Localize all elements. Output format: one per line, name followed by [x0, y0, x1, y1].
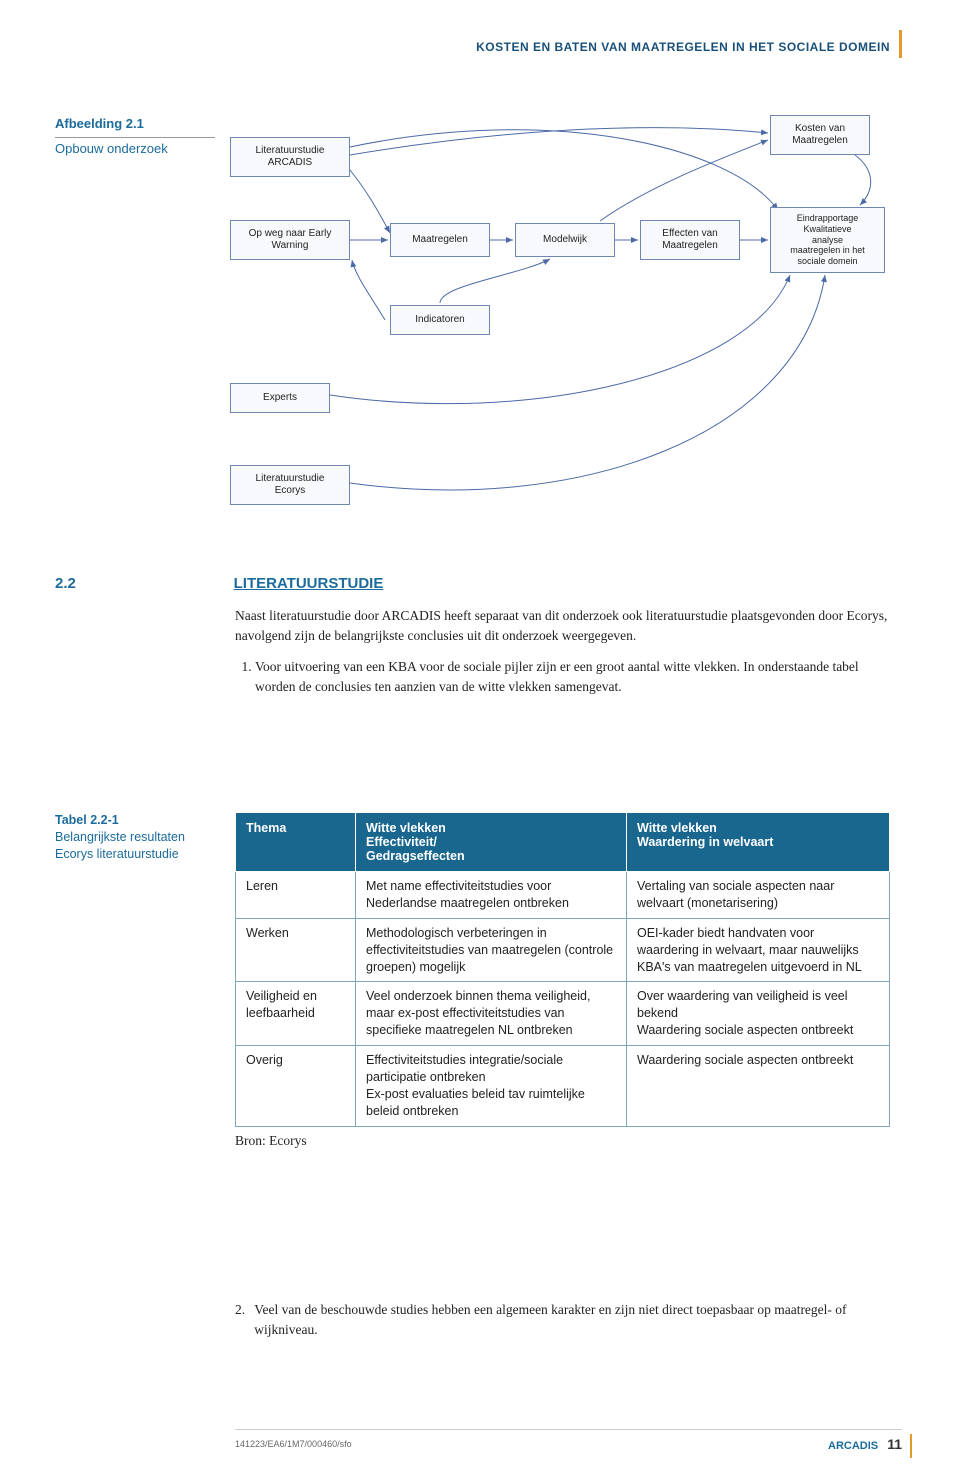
list-item-1: Voor uitvoering van een KBA voor de soci… — [255, 657, 890, 696]
section-para: Naast literatuurstudie door ARCADIS heef… — [235, 606, 890, 645]
col-header-0: Thema — [236, 813, 356, 872]
list-continued: 2. Veel van de beschouwde studies hebben… — [235, 1300, 890, 1339]
node-opweg: Op weg naar EarlyWarning — [230, 220, 350, 260]
flowchart-diagram: LiteratuurstudieARCADIS Kosten vanMaatre… — [230, 115, 890, 545]
table-row: Leren Met name effectiviteitstudies voor… — [236, 872, 890, 919]
node-maatregelen: Maatregelen — [390, 223, 490, 257]
doc-reference: 141223/EA6/1M7/000460/sfo — [235, 1439, 352, 1449]
table-label: Tabel 2.2-1 Belangrijkste resultaten Eco… — [55, 812, 215, 863]
figure-label: Afbeelding 2.1 Opbouw onderzoek — [55, 115, 215, 157]
node-eind: EindrapportageKwalitatieveanalysemaatreg… — [770, 207, 885, 273]
section-body: Naast literatuurstudie door ARCADIS heef… — [235, 606, 890, 696]
figure-number: Afbeelding 2.1 — [55, 116, 144, 131]
section-number: 2.2 — [55, 575, 230, 592]
footer-brand: ARCADIS — [828, 1440, 878, 1452]
node-lit-arcadis: LiteratuurstudieARCADIS — [230, 137, 350, 177]
figure-caption: Opbouw onderzoek — [55, 141, 168, 156]
results-table: Thema Witte vlekkenEffectiviteit/Gedrags… — [235, 812, 890, 1127]
node-kosten: Kosten vanMaatregelen — [770, 115, 870, 155]
footer-accent-bar — [910, 1434, 912, 1458]
table-container: Thema Witte vlekkenEffectiviteit/Gedrags… — [235, 812, 890, 1149]
node-experts: Experts — [230, 383, 330, 413]
table-caption: Belangrijkste resultaten Ecorys literatu… — [55, 830, 185, 861]
list-item-2: Veel van de beschouwde studies hebben ee… — [254, 1300, 890, 1339]
section-title: LITERATUURSTUDIE — [234, 575, 384, 592]
table-source: Bron: Ecorys — [235, 1133, 890, 1149]
col-header-1: Witte vlekkenEffectiviteit/Gedragseffect… — [356, 813, 627, 872]
node-effecten: Effecten vanMaatregelen — [640, 220, 740, 260]
section-2-2: 2.2 LITERATUURSTUDIE Naast literatuurstu… — [55, 575, 890, 706]
table-row: Veiligheid en leefbaarheid Veel onderzoe… — [236, 982, 890, 1046]
table-number: Tabel 2.2-1 — [55, 813, 119, 827]
node-lit-ecorys: LiteratuurstudieEcorys — [230, 465, 350, 505]
running-header: KOSTEN EN BATEN VAN MAATREGELEN IN HET S… — [476, 40, 890, 54]
page-number: 11 — [887, 1436, 902, 1452]
page-footer: 141223/EA6/1M7/000460/sfo ARCADIS 11 — [235, 1429, 902, 1452]
table-row: Overig Effectiviteitstudies integratie/s… — [236, 1046, 890, 1127]
table-row: Werken Methodologisch verbeteringen in e… — [236, 918, 890, 982]
col-header-2: Witte vlekkenWaardering in welvaart — [627, 813, 890, 872]
node-modelwijk: Modelwijk — [515, 223, 615, 257]
node-indicatoren: Indicatoren — [390, 305, 490, 335]
header-accent-bar — [899, 30, 902, 58]
